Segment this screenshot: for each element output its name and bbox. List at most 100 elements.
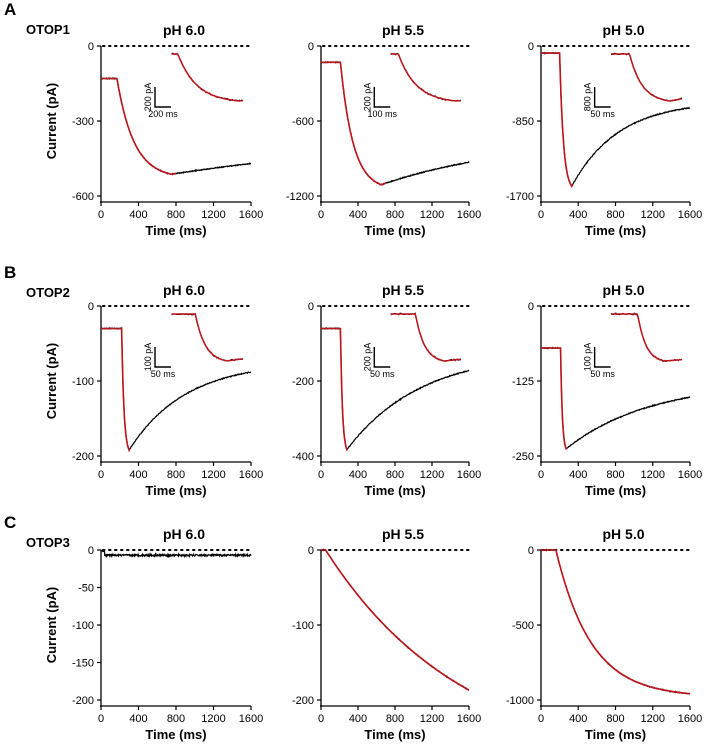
y-tick-label: -600 bbox=[292, 116, 314, 128]
x-axis-label: Time (ms) bbox=[145, 727, 206, 742]
x-tick-label: 400 bbox=[349, 469, 367, 481]
x-tick-label: 800 bbox=[606, 469, 624, 481]
scale-bar-amplitude: 100 pA bbox=[583, 343, 593, 372]
y-axis-label: Current (pA) bbox=[44, 587, 59, 664]
x-tick-label: 0 bbox=[318, 469, 324, 481]
row-label-otop2: OTOP2 bbox=[26, 285, 70, 300]
y-tick-label: -300 bbox=[72, 116, 94, 128]
plot-title: pH 6.0 bbox=[163, 526, 205, 542]
x-tick-label: 1200 bbox=[641, 469, 665, 481]
scale-bar bbox=[593, 87, 611, 108]
inset-fit bbox=[611, 53, 683, 102]
inset-trace bbox=[171, 52, 244, 102]
y-tick-label: -250 bbox=[512, 451, 534, 463]
y-tick-label: -850 bbox=[512, 116, 534, 128]
x-tick-label: 1600 bbox=[457, 713, 481, 725]
scale-bar bbox=[373, 347, 391, 368]
x-tick-label: 800 bbox=[167, 469, 185, 481]
scale-bar-time: 50 ms bbox=[590, 369, 615, 379]
x-tick-label: 0 bbox=[318, 713, 324, 725]
x-tick-label: 800 bbox=[386, 209, 404, 221]
scale-bar-amplitude: 800 pA bbox=[583, 83, 593, 112]
x-axis-label: Time (ms) bbox=[585, 223, 646, 238]
panel-2-3: pH 5.0 0 400 800 1200 1600 0 -125 -250 Time (ms) 1… bbox=[512, 282, 702, 498]
x-tick-label: 800 bbox=[606, 713, 624, 725]
x-tick-label: 800 bbox=[386, 713, 404, 725]
y-tick-label: 0 bbox=[88, 545, 94, 557]
x-tick-label: 1200 bbox=[420, 713, 444, 725]
y-tick-label: -400 bbox=[292, 451, 314, 463]
panel-3-1: pH 6.0 0 400 800 1200 1600 0 -50 -100 -150 -200 Tim… bbox=[44, 526, 263, 742]
x-tick-label: 400 bbox=[569, 209, 587, 221]
plot-title: pH 6.0 bbox=[163, 282, 205, 298]
y-tick-label: -1000 bbox=[506, 695, 534, 707]
x-tick-label: 1600 bbox=[678, 209, 702, 221]
current-trace bbox=[320, 60, 470, 186]
x-tick-label: 1200 bbox=[201, 713, 225, 725]
x-tick-label: 800 bbox=[167, 209, 185, 221]
inset-fit bbox=[390, 313, 462, 362]
scale-bar-time: 50 ms bbox=[151, 369, 176, 379]
current-trace bbox=[101, 549, 252, 559]
inset-trace bbox=[171, 313, 244, 362]
plot-title: pH 5.5 bbox=[382, 526, 424, 542]
y-tick-label: -200 bbox=[292, 695, 314, 707]
y-axis-label: Current (pA) bbox=[44, 83, 59, 160]
plot-title: pH 5.0 bbox=[602, 526, 644, 542]
y-tick-label: 0 bbox=[528, 301, 534, 313]
current-trace bbox=[320, 548, 470, 691]
x-tick-label: 0 bbox=[318, 209, 324, 221]
x-tick-label: 1200 bbox=[201, 469, 225, 481]
x-tick-label: 800 bbox=[386, 469, 404, 481]
inset-trace bbox=[610, 312, 683, 363]
x-tick-label: 1600 bbox=[239, 209, 263, 221]
y-tick-label: -1200 bbox=[286, 191, 314, 203]
y-tick-label: -200 bbox=[292, 376, 314, 388]
fit-curve bbox=[321, 549, 470, 691]
x-tick-label: 0 bbox=[538, 713, 544, 725]
y-tick-label: 0 bbox=[88, 301, 94, 313]
fit-curve bbox=[541, 549, 691, 695]
x-axis-label: Time (ms) bbox=[364, 727, 425, 742]
x-tick-label: 0 bbox=[538, 209, 544, 221]
y-tick-label: -600 bbox=[72, 191, 94, 203]
inset-fit bbox=[390, 53, 462, 102]
current-trace bbox=[540, 51, 691, 188]
x-tick-label: 1600 bbox=[239, 469, 263, 481]
fit-curve bbox=[541, 347, 568, 451]
y-tick-label: -50 bbox=[78, 583, 94, 595]
x-tick-label: 1600 bbox=[239, 713, 263, 725]
fit-curve bbox=[101, 327, 131, 452]
y-tick-label: 0 bbox=[528, 41, 534, 53]
x-tick-label: 1600 bbox=[678, 469, 702, 481]
y-tick-label: -100 bbox=[72, 620, 94, 632]
y-tick-label: -1700 bbox=[506, 191, 534, 203]
x-tick-label: 400 bbox=[129, 469, 147, 481]
inset-fit bbox=[611, 313, 683, 362]
x-tick-label: 1600 bbox=[678, 713, 702, 725]
plot-title: pH 6.0 bbox=[163, 22, 205, 38]
panel-1-2: pH 5.5 0 400 800 1200 1600 0 -600 -1200 Time (ms)… bbox=[286, 22, 481, 238]
x-tick-label: 1200 bbox=[420, 469, 444, 481]
inset-trace bbox=[610, 52, 683, 102]
x-axis-label: Time (ms) bbox=[364, 483, 425, 498]
plot-title: pH 5.5 bbox=[382, 282, 424, 298]
plot-title: pH 5.0 bbox=[602, 282, 644, 298]
panel-1-3: pH 5.0 0 400 800 1200 1600 0 -850 -1700 Time (ms)… bbox=[506, 22, 702, 238]
x-tick-label: 1200 bbox=[641, 209, 665, 221]
fit-curve bbox=[321, 61, 386, 186]
panel-label-b: B bbox=[4, 263, 16, 282]
x-tick-label: 1200 bbox=[420, 209, 444, 221]
y-tick-label: -200 bbox=[72, 695, 94, 707]
current-trace bbox=[100, 77, 252, 176]
scale-bar-amplitude: 200 pA bbox=[143, 83, 153, 112]
scale-bar-time: 100 ms bbox=[368, 109, 398, 119]
x-tick-label: 400 bbox=[129, 209, 147, 221]
panel-label-a: A bbox=[4, 0, 16, 19]
plot-title: pH 5.0 bbox=[602, 22, 644, 38]
